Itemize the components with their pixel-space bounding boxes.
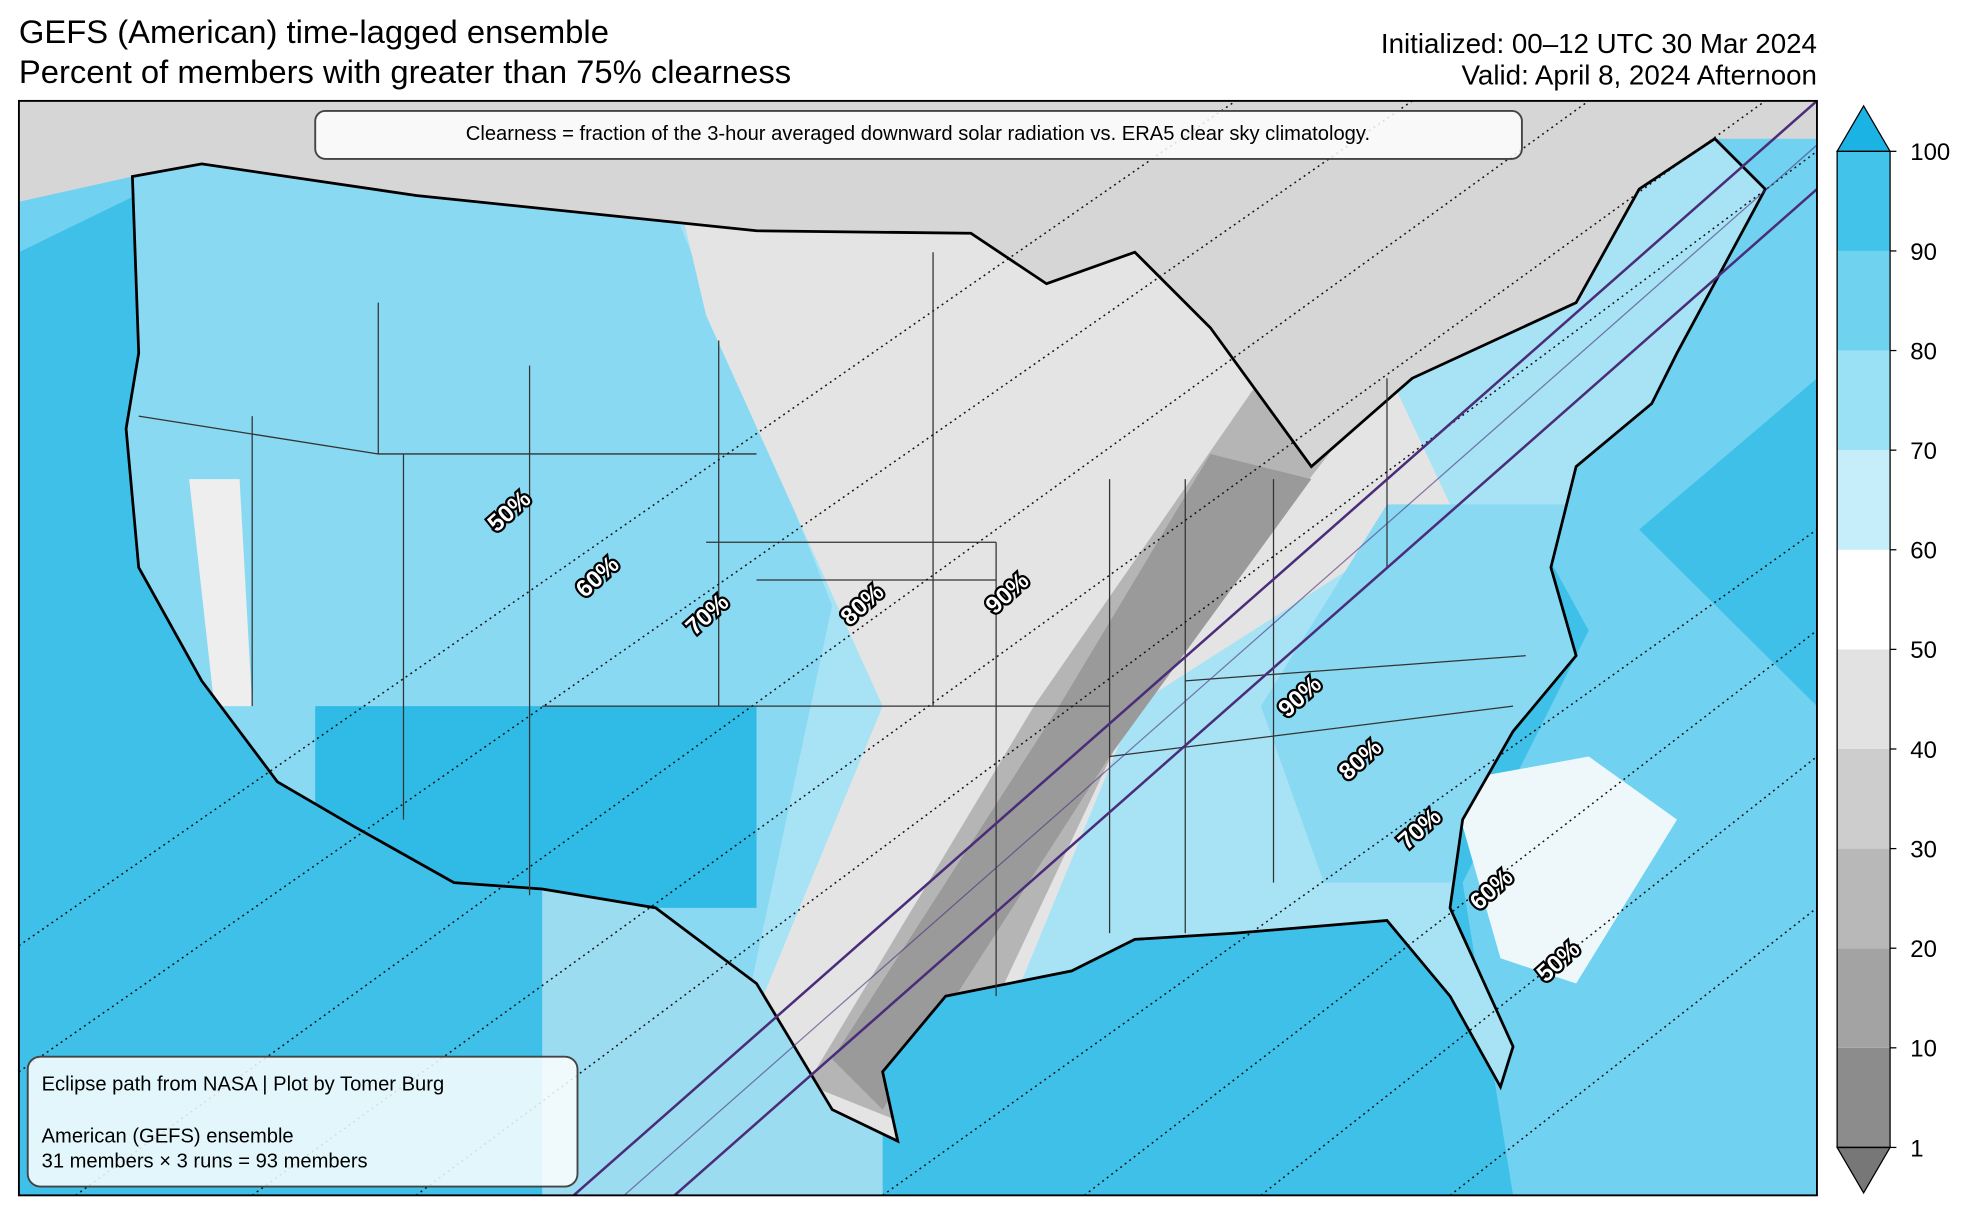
colorbar-segment <box>1837 350 1891 451</box>
eclipse-path <box>572 100 1817 1196</box>
colorbar-tick-label: 20 <box>1910 936 1937 963</box>
colorbar-extend-top <box>1836 104 1892 152</box>
colorbar-extend-bottom <box>1836 1146 1892 1195</box>
colorbar-tick-label: 60 <box>1910 538 1937 565</box>
obscuration-lines <box>18 100 1817 1196</box>
colorbar-segment <box>1837 549 1891 650</box>
mexico <box>542 888 883 1196</box>
colorbar-segment <box>1837 948 1891 1048</box>
colorbar: 1 10 20 30 40 50 60 70 80 90 100 <box>1836 104 1950 1195</box>
map-frame <box>17 99 1818 1197</box>
colorbar-tick-label: 30 <box>1910 836 1937 863</box>
credits-box <box>26 1055 579 1188</box>
colorbar-tick-label: 100 <box>1910 139 1950 166</box>
colorbar-segment <box>1837 250 1891 351</box>
title-line-2: Percent of members with greater than 75%… <box>19 53 791 90</box>
colorbar-segment <box>1837 450 1891 550</box>
note: Clearness = fraction of the 3-hour avera… <box>466 123 1370 145</box>
cloud-offshore <box>1450 756 1677 984</box>
colorbar-segment <box>1837 1047 1891 1148</box>
map: 50%60%70% 80% 90%90%80%70%60%50% <box>18 100 1817 1196</box>
colorbar-tick-label: 10 <box>1910 1036 1937 1063</box>
colorbar-segment <box>1837 848 1891 949</box>
title-line-1: GEFS (American) time-lagged ensemble <box>19 13 609 50</box>
init-time: Initialized: 00–12 UTC 30 Mar 2024 <box>1381 28 1817 59</box>
colorbar-tick-label: 70 <box>1910 438 1937 465</box>
canada <box>18 100 1817 467</box>
note-box <box>314 110 1523 160</box>
credits-line: 31 members × 3 runs = 93 members <box>42 1151 368 1173</box>
colorbar-segment <box>1837 649 1891 749</box>
valid-time: Valid: April 8, 2024 Afternoon <box>1461 59 1816 90</box>
colorbar-segment <box>1837 151 1891 251</box>
colorbar-segment <box>1837 748 1891 849</box>
colorbar-tick-label: 80 <box>1910 338 1937 365</box>
credits-line: Eclipse path from NASA | Plot by Tomer B… <box>42 1074 445 1096</box>
colorbar-tick-label: 1 <box>1910 1135 1923 1162</box>
colorbar-tick-label: 50 <box>1910 637 1937 664</box>
state-lines <box>138 252 1526 997</box>
credits-line: American (GEFS) ensemble <box>42 1125 294 1147</box>
colorbar-tick-label: 40 <box>1910 737 1937 764</box>
colorbar-tick-label: 90 <box>1910 239 1937 266</box>
